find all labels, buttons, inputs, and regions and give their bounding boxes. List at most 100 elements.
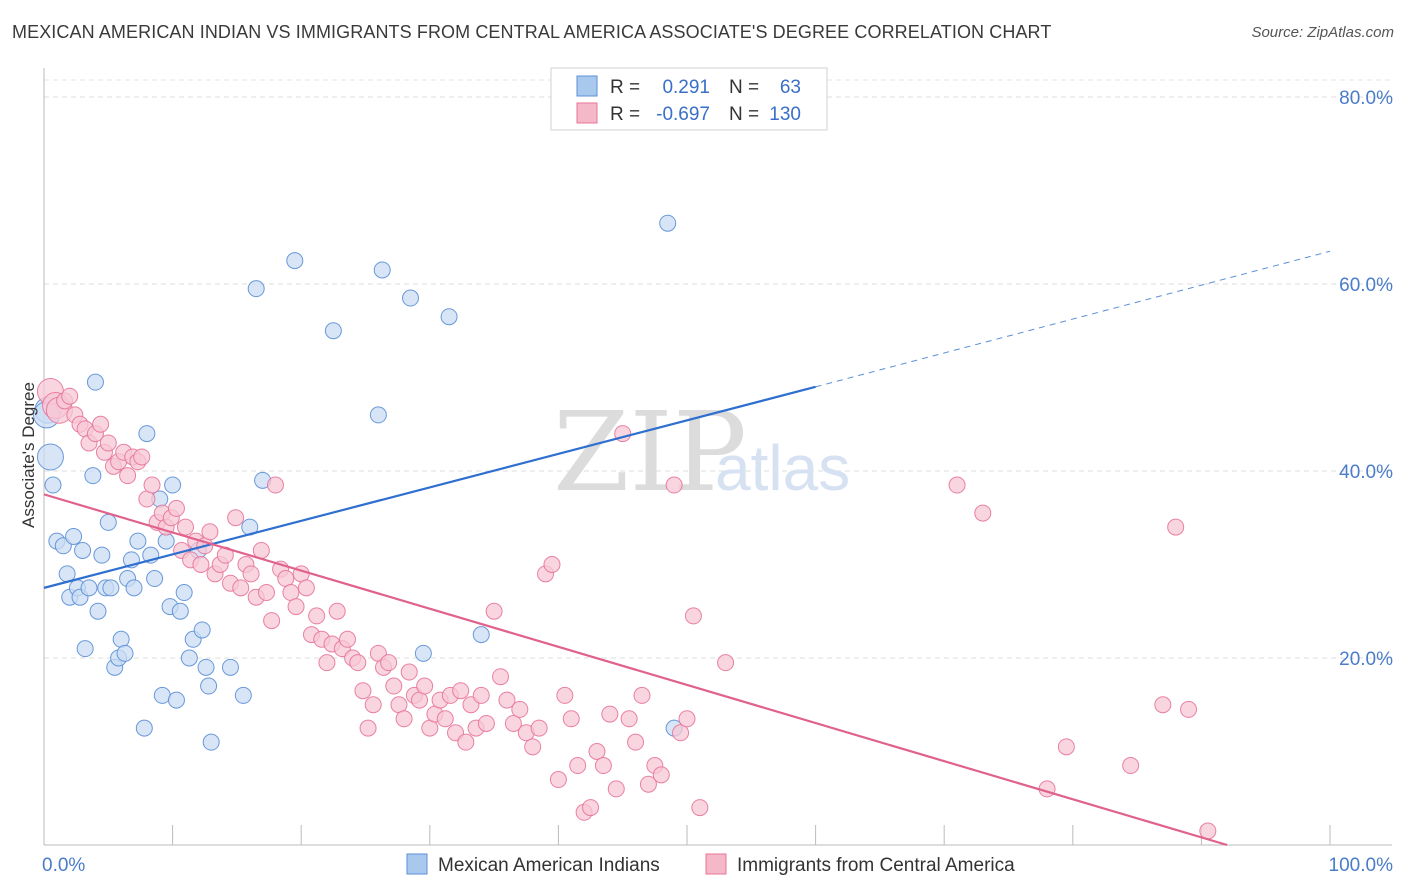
point-mexican-american-indians — [193, 621, 211, 639]
legend-r-value: -0.697 — [656, 104, 710, 125]
point-mexican-american-indians — [44, 476, 62, 494]
point-immigrants-central-america — [504, 714, 522, 732]
point-immigrants-central-america — [61, 387, 79, 405]
point-mexican-american-indians — [153, 686, 171, 704]
point-mexican-american-indians — [135, 719, 153, 737]
point-immigrants-central-america — [92, 415, 110, 433]
legend-r-label: R = — [610, 104, 640, 125]
point-immigrants-central-america — [620, 710, 638, 728]
chart-title: MEXICAN AMERICAN INDIAN VS IMMIGRANTS FR… — [12, 22, 1052, 42]
point-immigrants-central-america — [359, 719, 377, 737]
point-mexican-american-indians — [414, 644, 432, 662]
point-immigrants-central-america — [582, 799, 600, 817]
point-immigrants-central-america — [607, 780, 625, 798]
series-legend: Mexican American Indians Immigrants from… — [406, 853, 1015, 876]
x-tick-label: 100.0% — [1329, 855, 1394, 876]
point-immigrants-central-america — [318, 654, 336, 672]
point-mexican-american-indians — [247, 280, 265, 298]
point-mexican-american-indians — [36, 443, 64, 471]
legend-swatch-immigrants-central-america — [705, 853, 727, 875]
point-mexican-american-indians — [472, 626, 490, 644]
point-immigrants-central-america — [257, 584, 275, 602]
point-immigrants-central-america — [1154, 696, 1172, 714]
trend-lines — [43, 250, 1331, 847]
point-mexican-american-indians — [324, 322, 342, 340]
point-immigrants-central-america — [1057, 738, 1075, 756]
point-immigrants-central-america — [119, 467, 137, 485]
point-mexican-american-indians — [659, 214, 677, 232]
point-immigrants-central-america — [543, 556, 561, 573]
point-mexican-american-indians — [146, 570, 164, 588]
point-mexican-american-indians — [129, 532, 147, 550]
point-mexican-american-indians — [80, 579, 98, 597]
point-mexican-american-indians — [180, 649, 198, 667]
point-mexican-american-indians — [286, 252, 304, 270]
point-immigrants-central-america — [549, 771, 567, 789]
point-mexican-american-indians — [221, 658, 239, 676]
y-tick-label: 20.0% — [1339, 649, 1393, 670]
point-immigrants-central-america — [380, 654, 398, 672]
point-immigrants-central-america — [684, 607, 702, 625]
point-immigrants-central-america — [452, 682, 470, 700]
point-mexican-american-indians — [373, 261, 391, 279]
point-immigrants-central-america — [562, 710, 580, 728]
point-immigrants-central-america — [167, 499, 185, 517]
legend-label-mexican-american-indians: Mexican American Indians — [438, 855, 660, 876]
point-mexican-american-indians — [171, 602, 189, 620]
point-immigrants-central-america — [266, 476, 284, 494]
point-mexican-american-indians — [65, 527, 83, 545]
point-immigrants-central-america — [436, 710, 454, 728]
point-immigrants-central-america — [948, 476, 966, 494]
point-immigrants-central-america — [308, 607, 326, 625]
point-immigrants-central-america — [633, 686, 651, 704]
y-tick-label: 60.0% — [1339, 275, 1393, 296]
point-mexican-american-indians — [402, 289, 420, 307]
legend-label-immigrants-central-america: Immigrants from Central America — [737, 855, 1015, 876]
point-immigrants-central-america — [1122, 757, 1140, 775]
point-immigrants-central-america — [691, 799, 709, 817]
point-mexican-american-indians — [440, 308, 458, 326]
legend-n-value: 63 — [780, 77, 801, 98]
point-mexican-american-indians — [84, 467, 102, 485]
point-immigrants-central-america — [665, 476, 683, 494]
point-immigrants-central-america — [338, 630, 356, 648]
point-mexican-american-indians — [175, 584, 193, 602]
point-immigrants-central-america — [556, 686, 574, 704]
legend-n-label: N = — [729, 104, 759, 125]
y-tick-labels: 20.0% 40.0% 60.0% 80.0% — [1339, 88, 1393, 670]
legend-swatch-mexican-american-indians — [406, 853, 428, 875]
point-immigrants-central-america — [416, 677, 434, 695]
point-mexican-american-indians — [125, 579, 143, 597]
point-mexican-american-indians — [76, 640, 94, 658]
legend-swatch-pink — [576, 102, 598, 124]
point-immigrants-central-america — [627, 733, 645, 751]
point-immigrants-central-america — [639, 775, 657, 793]
point-immigrants-central-america — [227, 509, 245, 527]
point-immigrants-central-america — [530, 719, 548, 737]
point-immigrants-central-america — [400, 663, 418, 681]
legend-r-value: 0.291 — [662, 77, 710, 98]
trend-line-mexican-american-indians — [43, 385, 816, 589]
point-mexican-american-indians — [369, 406, 387, 424]
point-mexican-american-indians — [138, 425, 156, 443]
y-tick-label: 40.0% — [1339, 462, 1393, 483]
point-mexican-american-indians — [93, 546, 111, 564]
point-mexican-american-indians — [74, 541, 92, 559]
point-mexican-american-indians — [99, 513, 117, 531]
point-immigrants-central-america — [652, 766, 670, 784]
point-immigrants-central-america — [472, 686, 490, 704]
point-immigrants-central-america — [133, 448, 151, 466]
point-mexican-american-indians — [197, 658, 215, 676]
point-immigrants-central-america — [201, 523, 219, 541]
point-mexican-american-indians — [89, 602, 107, 620]
point-immigrants-central-america — [99, 434, 117, 452]
point-immigrants-central-america — [1180, 700, 1198, 718]
point-mexican-american-indians — [202, 733, 220, 751]
y-axis-label: Associate's Degree — [19, 382, 38, 528]
point-mexican-american-indians — [86, 373, 104, 391]
point-immigrants-central-america — [485, 602, 503, 620]
point-mexican-american-indians — [116, 644, 134, 662]
point-immigrants-central-america — [263, 612, 281, 630]
legend-swatch-blue — [576, 75, 598, 97]
